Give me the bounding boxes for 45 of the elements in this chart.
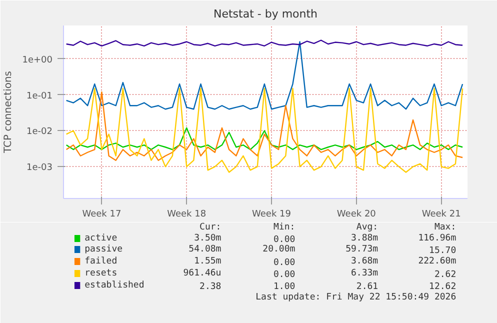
x-tick-label: Week 18 [167, 210, 206, 220]
legend-label: failed [84, 256, 118, 266]
text: 0.00 [273, 270, 296, 280]
y-tick-label: 1e+00 [22, 55, 53, 66]
line-series [66, 41, 464, 110]
text: 0.00 [273, 235, 296, 245]
x-tick-label: Week 21 [422, 210, 461, 220]
line-series [66, 91, 464, 161]
line-series [66, 127, 464, 150]
text: Avg: [356, 222, 378, 232]
legend-label: established [84, 280, 144, 290]
text: 15.70 [429, 246, 456, 256]
text: 3.68m [350, 256, 378, 266]
y-tick-label: 1e-02 [26, 127, 53, 138]
text: 116.96m [418, 234, 456, 244]
text: 6.33m [350, 268, 378, 278]
text: 2.62 [434, 270, 456, 280]
text: Last update: Fri May 22 15:50:49 2026 [256, 292, 456, 302]
text: 2.61 [356, 282, 378, 292]
legend-label: passive [84, 244, 123, 254]
text: 3.50m [194, 234, 222, 244]
x-tick-label: Week 19 [252, 210, 292, 220]
text: 54.08m [188, 244, 222, 254]
text: 3.88m [350, 234, 378, 244]
line-series [66, 88, 464, 173]
x-tick-label: Week 20 [336, 210, 376, 220]
text: 961.46u [183, 268, 222, 278]
text: 20.00m [262, 244, 296, 254]
chart-title: Netstat - by month [213, 8, 318, 20]
y-axis-title: TCP connections [3, 70, 14, 154]
legend-label: active [84, 234, 118, 244]
text: 12.62 [429, 282, 456, 292]
text: 59.73m [346, 244, 378, 254]
y-tick-label: 1e-01 [26, 91, 53, 102]
text: 222.60m [418, 256, 456, 266]
text: Max: [434, 222, 456, 232]
text: 0.00 [273, 258, 296, 268]
text: 1.00 [273, 282, 296, 292]
x-tick-label: Week 17 [82, 210, 122, 220]
y-tick-label: 1e-03 [26, 163, 53, 174]
text: 1.55m [194, 256, 222, 266]
text: 2.38 [200, 282, 222, 292]
text: Cur: [200, 222, 222, 232]
legend-label: resets [84, 268, 118, 278]
text: Min: [273, 222, 296, 232]
